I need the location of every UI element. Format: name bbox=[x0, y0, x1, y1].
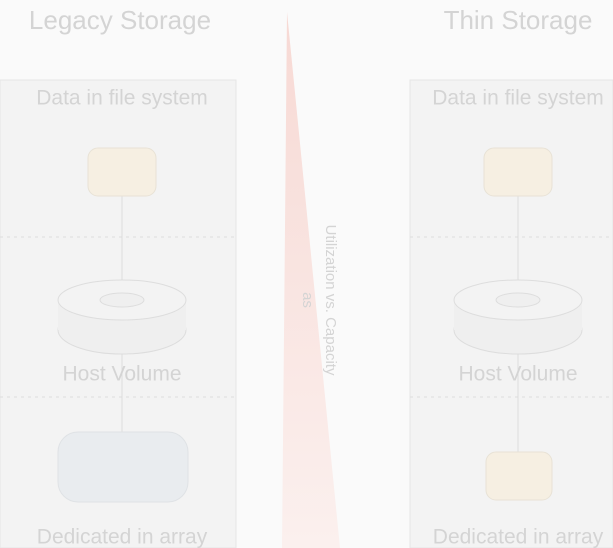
left-title: Legacy Storage bbox=[29, 5, 211, 35]
label: Dedicated in array bbox=[37, 526, 208, 548]
center-label: as bbox=[299, 292, 316, 308]
diagram: Legacy Storage Thin Storage Data in file… bbox=[0, 0, 613, 548]
volume-hole bbox=[100, 293, 144, 307]
array-cylinder bbox=[58, 432, 188, 502]
label: Data in file system bbox=[36, 87, 208, 110]
page: Legacy Storage Thin Storage Data in file… bbox=[0, 0, 613, 548]
right-title: Thin Storage bbox=[444, 5, 593, 35]
label: Host Volume bbox=[62, 363, 181, 386]
label: Dedicated in array bbox=[433, 526, 604, 548]
label: Data in file system bbox=[432, 87, 604, 110]
data-cylinder bbox=[88, 148, 156, 196]
label: Host Volume bbox=[458, 363, 577, 386]
volume-hole bbox=[496, 293, 540, 307]
array-cylinder bbox=[486, 452, 552, 500]
data-cylinder bbox=[484, 148, 552, 196]
center-label: Utilization vs. Capacity bbox=[322, 225, 339, 376]
